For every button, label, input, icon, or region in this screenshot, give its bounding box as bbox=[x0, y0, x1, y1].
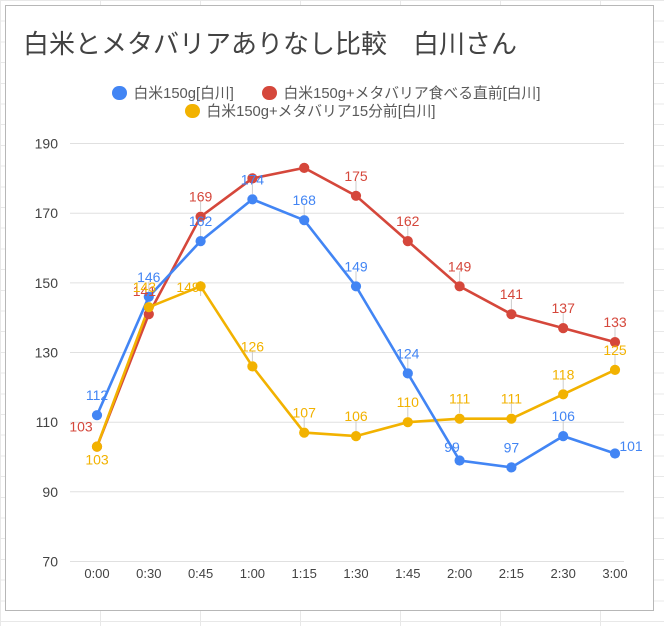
svg-text:90: 90 bbox=[42, 484, 58, 500]
svg-text:118: 118 bbox=[552, 366, 575, 382]
svg-text:190: 190 bbox=[35, 136, 59, 152]
svg-text:149: 149 bbox=[344, 258, 368, 274]
svg-text:126: 126 bbox=[241, 338, 265, 354]
svg-text:130: 130 bbox=[35, 345, 59, 361]
svg-text:3:00: 3:00 bbox=[602, 566, 627, 581]
svg-text:170: 170 bbox=[35, 205, 59, 221]
svg-text:149: 149 bbox=[448, 258, 472, 274]
svg-text:103: 103 bbox=[69, 419, 93, 435]
svg-text:110: 110 bbox=[397, 394, 420, 410]
svg-text:150: 150 bbox=[35, 275, 59, 291]
svg-text:106: 106 bbox=[344, 408, 368, 424]
svg-text:125: 125 bbox=[603, 342, 627, 358]
svg-text:1:15: 1:15 bbox=[292, 566, 317, 581]
svg-text:174: 174 bbox=[241, 171, 265, 187]
svg-text:112: 112 bbox=[86, 387, 109, 403]
svg-text:111: 111 bbox=[501, 391, 522, 407]
svg-text:0:00: 0:00 bbox=[84, 566, 109, 581]
svg-text:106: 106 bbox=[552, 408, 576, 424]
svg-text:107: 107 bbox=[293, 405, 317, 421]
svg-text:103: 103 bbox=[85, 452, 109, 468]
svg-text:162: 162 bbox=[396, 213, 420, 229]
svg-text:175: 175 bbox=[344, 168, 368, 184]
svg-text:2:15: 2:15 bbox=[499, 566, 524, 581]
svg-text:2:30: 2:30 bbox=[551, 566, 576, 581]
svg-text:110: 110 bbox=[36, 414, 59, 430]
svg-text:101: 101 bbox=[619, 438, 643, 454]
svg-text:162: 162 bbox=[189, 213, 213, 229]
svg-text:0:30: 0:30 bbox=[136, 566, 161, 581]
svg-text:111: 111 bbox=[449, 391, 470, 407]
svg-text:1:45: 1:45 bbox=[395, 566, 420, 581]
svg-text:169: 169 bbox=[189, 189, 213, 205]
svg-text:149: 149 bbox=[176, 279, 200, 295]
svg-text:99: 99 bbox=[444, 439, 460, 455]
svg-text:124: 124 bbox=[396, 345, 420, 361]
svg-text:1:00: 1:00 bbox=[240, 566, 265, 581]
svg-text:2:00: 2:00 bbox=[447, 566, 472, 581]
svg-text:137: 137 bbox=[552, 300, 576, 316]
svg-text:133: 133 bbox=[603, 314, 627, 330]
svg-text:70: 70 bbox=[42, 554, 58, 570]
svg-text:141: 141 bbox=[500, 286, 524, 302]
svg-text:97: 97 bbox=[504, 439, 520, 455]
svg-text:0:45: 0:45 bbox=[188, 566, 213, 581]
svg-text:1:30: 1:30 bbox=[343, 566, 368, 581]
svg-text:168: 168 bbox=[293, 192, 317, 208]
svg-text:146: 146 bbox=[137, 269, 161, 285]
